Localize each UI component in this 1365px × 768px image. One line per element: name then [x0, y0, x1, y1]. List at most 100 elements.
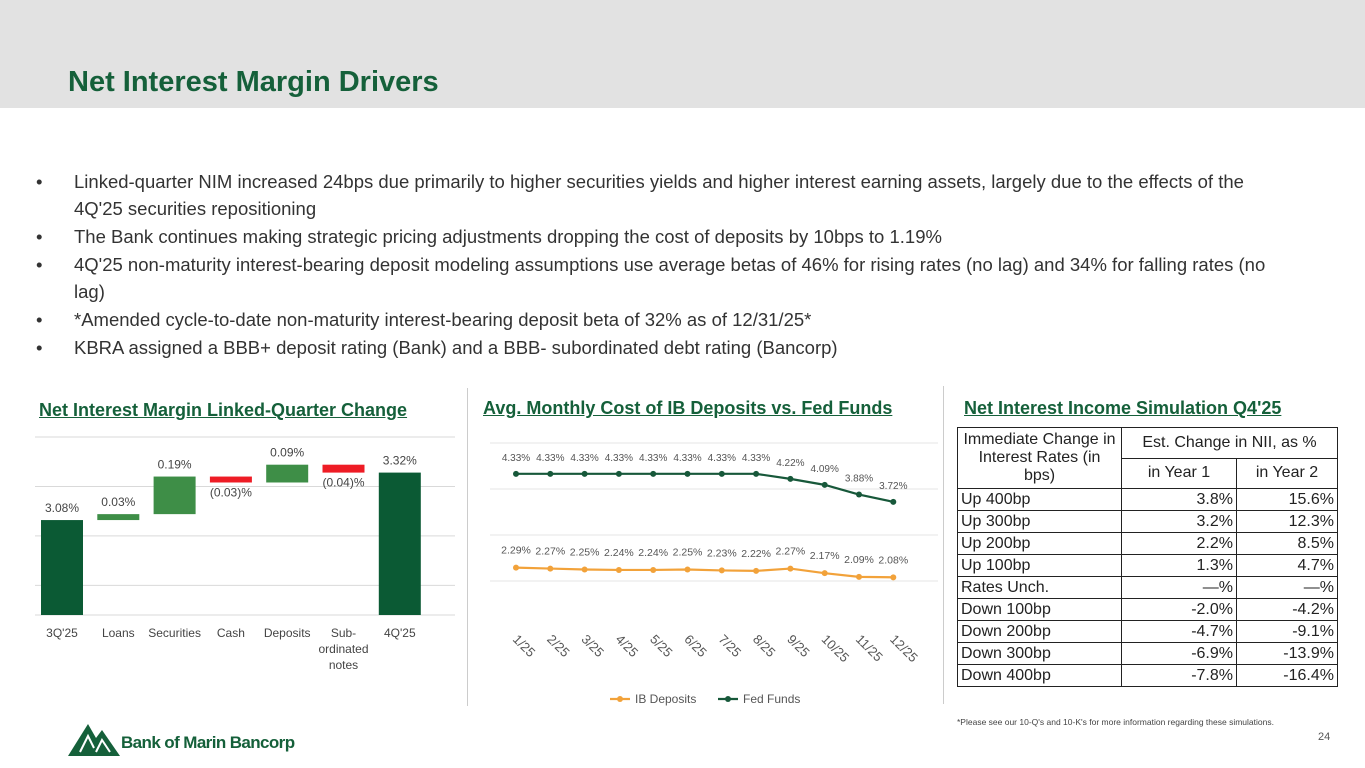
point — [547, 470, 554, 477]
data-label: 4.33% — [502, 453, 530, 464]
header-cell: in Year 2 — [1236, 457, 1338, 489]
table-cell: 12.3% — [1236, 510, 1338, 533]
series-line — [515, 566, 894, 579]
data-label: 2.24% — [638, 547, 668, 559]
data-label: 0.19% — [158, 458, 192, 472]
x-tick-label: 5/25 — [647, 632, 676, 661]
data-label: 2.27% — [776, 546, 806, 558]
x-tick-label: Deposits — [263, 626, 311, 640]
data-label: 3.08% — [45, 501, 79, 515]
logo-shape — [79, 733, 111, 753]
x-tick-label: Sub-ordinated notes — [318, 626, 369, 672]
data-label: 2.17% — [810, 550, 840, 562]
point — [650, 566, 657, 573]
table-cell: -16.4% — [1236, 664, 1338, 687]
x-tick-label: 10/25 — [819, 632, 853, 666]
data-label: (0.04)% — [322, 476, 364, 490]
separator — [943, 386, 944, 704]
data-label: 4.09% — [811, 464, 839, 475]
logo-mark — [68, 724, 120, 756]
table-row: Up 200bp 2.2% 8.5% — [957, 532, 1338, 555]
table-cell: -4.7% — [1121, 620, 1237, 643]
bar — [209, 476, 252, 483]
bar — [266, 464, 309, 483]
x-tick-label: 6/25 — [681, 632, 710, 661]
chart: 3.08% 0.03% 0.19% (0.03)% 0.09% (0.04)% 3.32% — [35, 436, 455, 616]
data-label: 2.27% — [535, 546, 565, 558]
table-cell: -9.1% — [1236, 620, 1338, 643]
bar — [322, 464, 365, 473]
table-cell: Down 300bp — [957, 642, 1122, 665]
bar — [41, 520, 83, 615]
data-label: 4.22% — [776, 458, 804, 469]
point — [513, 470, 519, 477]
point — [615, 566, 622, 573]
table-cell: -2.0% — [1121, 598, 1237, 621]
table-title: Net Interest Income Simulation Q4'25 — [964, 398, 1282, 418]
table-cell: -7.8% — [1121, 664, 1237, 687]
data-label: 4.33% — [708, 453, 736, 464]
table-cell: 1.3% — [1121, 554, 1237, 577]
series-line — [516, 472, 894, 503]
x-tick-label: Loans — [101, 626, 135, 640]
data-label: 3.88% — [845, 474, 873, 485]
table-cell: 8.5% — [1236, 532, 1338, 555]
table-cell: 3.8% — [1121, 488, 1237, 511]
table-cell: 15.6% — [1236, 488, 1338, 511]
table-row: Down 300bp -6.9% -13.9% — [957, 642, 1338, 665]
table-cell: —% — [1121, 576, 1237, 599]
point — [684, 566, 691, 573]
data-label: 2.25% — [673, 547, 703, 559]
x-tick-label: 4Q'25 — [383, 626, 416, 640]
table-cell: Up 400bp — [957, 488, 1122, 511]
bar — [153, 476, 196, 515]
table-cell: Down 100bp — [957, 598, 1122, 621]
point — [753, 470, 760, 477]
x-tick-label: 9/25 — [784, 632, 813, 661]
table-cell: 2.2% — [1121, 532, 1237, 555]
page-number: 24 — [1318, 731, 1331, 743]
logo-shape — [68, 724, 120, 756]
table-cell: Up 200bp — [957, 532, 1122, 555]
table-row: Down 200bp -4.7% -9.1% — [957, 620, 1338, 643]
x-tick-label: 7/25 — [716, 632, 745, 661]
data-label: 2.09% — [844, 554, 874, 566]
data-label: 2.29% — [501, 545, 531, 557]
point — [890, 498, 897, 505]
table-row: Down 100bp -2.0% -4.2% — [957, 598, 1338, 621]
bullet: Linked-quarter NIM increased 24bps due p… — [36, 168, 1296, 222]
line-chart: 1/25 2/25 3/25 4/25 5/25 6/25 7/25 8/25 9/25 10/2… — [480, 430, 940, 720]
x-tick-label: 8/25 — [750, 632, 779, 661]
table-row: Down 400bp -7.8% -16.4% — [957, 664, 1338, 687]
table-cell: Up 100bp — [957, 554, 1122, 577]
x-tick-label: 11/25 — [853, 632, 886, 665]
point — [650, 470, 657, 477]
table-cell: -13.9% — [1236, 642, 1338, 665]
point — [856, 491, 862, 498]
header-cell: in Year 1 — [1121, 457, 1237, 489]
x-tick-label: 3Q'25 — [46, 626, 78, 640]
bullet: The Bank continues making strategic pric… — [36, 223, 1296, 250]
table-cell: —% — [1236, 576, 1338, 599]
bullet-list: Linked-quarter NIM increased 24bps due p… — [36, 168, 1296, 362]
table-cell: -4.2% — [1236, 598, 1338, 621]
data-label: 4.33% — [570, 453, 598, 464]
table-row: Rates Unch. —% —% — [957, 576, 1338, 599]
chart: 1/25 2/25 3/25 4/25 5/25 6/25 7/25 8/25 9/25 10/2… — [490, 442, 938, 706]
point — [890, 574, 897, 581]
x-tick-label: Securities — [148, 626, 201, 640]
header-cell: Immediate Change in Interest Rates (in b… — [957, 427, 1122, 489]
data-label: 4.33% — [742, 453, 770, 464]
x-tick-label: 1/25 — [510, 632, 539, 661]
nii-table: Immediate Change in Interest Rates (in b… — [957, 427, 1338, 687]
x-tick-label: 2/25 — [544, 632, 573, 661]
point — [787, 565, 794, 572]
data-label: 2.08% — [878, 554, 908, 566]
separator — [467, 388, 468, 706]
point — [753, 567, 760, 574]
point — [513, 564, 519, 571]
bullet: *Amended cycle-to-date non-maturity inte… — [36, 306, 1296, 333]
x-tick-label: 3/25 — [578, 632, 607, 661]
chart-title: Net Interest Margin Linked-Quarter Chang… — [39, 400, 408, 420]
data-label: 3.72% — [879, 481, 907, 492]
